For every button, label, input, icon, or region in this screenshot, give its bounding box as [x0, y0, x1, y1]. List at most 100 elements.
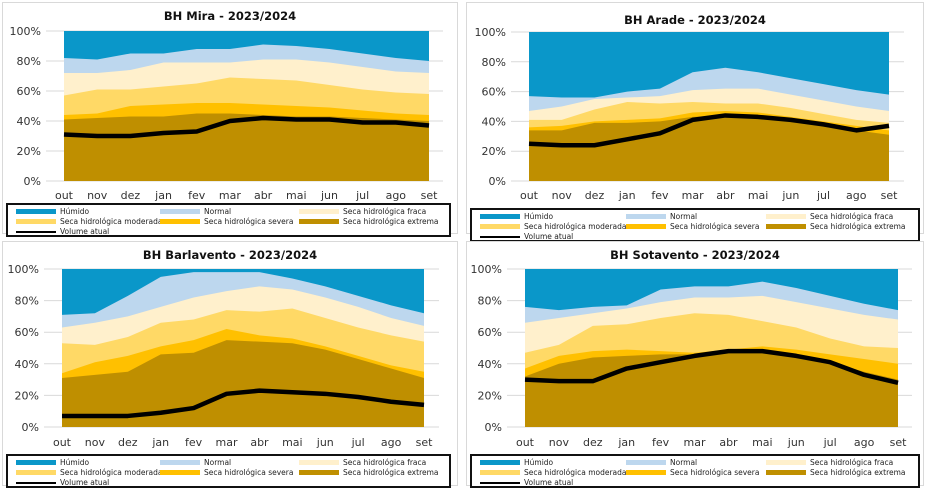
x-tick-label: set: [890, 436, 907, 449]
x-tick-label: fev: [651, 189, 669, 202]
legend-swatch: [480, 460, 520, 465]
legend-label: Seca hidrológica severa: [670, 468, 760, 477]
legend-label: Seca hidrológica extrema: [343, 468, 439, 477]
x-tick-label: nov: [552, 189, 573, 202]
x-tick-label: set: [881, 189, 898, 202]
y-tick-label: 60%: [478, 326, 502, 339]
legend-item-severa: Seca hidrológica severa: [626, 468, 759, 477]
legend-item-extrema: Seca hidrológica extrema: [299, 217, 439, 226]
legend-swatch: [766, 214, 806, 219]
x-tick-label: jan: [154, 189, 172, 202]
x-tick-label: set: [421, 189, 438, 202]
x-tick-label: jul: [351, 436, 365, 449]
y-tick-label: 80%: [17, 55, 41, 68]
legend-swatch: [299, 209, 339, 214]
legend-item-normal: Normal: [160, 458, 231, 467]
y-tick-label: 0%: [24, 175, 41, 188]
y-tick-label: 20%: [478, 389, 502, 402]
legend-label: Volume atual: [60, 227, 110, 236]
chart-panel-mira: BH Mira - 2023/2024 0% 20% 40% 60% 80% 100% ou…: [2, 2, 458, 237]
legend-swatch: [480, 214, 520, 219]
legend-swatch: [16, 230, 56, 233]
x-tick-label: out: [53, 436, 72, 449]
volume-line: [524, 348, 899, 385]
area-chart-mira: 0% 20% 40% 60% 80% 100% out nov dez jan fev mar abr m…: [10, 25, 443, 202]
x-tick-label: mai: [286, 189, 307, 202]
legend-swatch: [766, 470, 806, 475]
x-tick-label: dez: [118, 436, 138, 449]
x-tick-label: mar: [219, 189, 241, 202]
legend-item-humido: Húmido: [16, 458, 89, 467]
legend-swatch: [160, 209, 200, 214]
x-tick-label: mai: [282, 436, 303, 449]
legend-label: Seca hidrológica moderada: [524, 468, 627, 477]
x-tick-label: set: [416, 436, 433, 449]
x-tick-label: nov: [85, 436, 106, 449]
legend-item-fraca: Seca hidrológica fraca: [766, 212, 893, 221]
x-tick-label: abr: [719, 436, 738, 449]
x-tick-label: fev: [185, 436, 203, 449]
legend-label: Seca hidrológica moderada: [60, 468, 163, 477]
legend-item-humido: Húmido: [16, 207, 89, 216]
x-tick-label: jan: [151, 436, 169, 449]
legend-label: Volume atual: [524, 478, 574, 487]
chart-panel-arade: BH Arade - 2023/2024 0% 20% 40% 60% 80% 100% o…: [466, 2, 924, 242]
legend-item-moderada: Seca hidrológica moderada: [16, 217, 163, 226]
legend-swatch: [160, 460, 200, 465]
x-tick-label: nov: [549, 436, 570, 449]
y-tick-label: 0%: [485, 421, 502, 434]
legend-label: Húmido: [60, 458, 90, 467]
legend-item-moderada: Seca hidrológica moderada: [480, 222, 627, 231]
legend-item-extrema: Seca hidrológica extrema: [299, 468, 439, 477]
legend-item-normal: Normal: [626, 212, 697, 221]
legend-label: Seca hidrológica severa: [204, 468, 294, 477]
legend-label: Normal: [670, 458, 698, 467]
y-tick-label: 100%: [8, 263, 39, 276]
legend-label: Seca hidrológica extrema: [810, 222, 906, 231]
legend-label: Normal: [204, 207, 232, 216]
x-tick-label: nov: [87, 189, 108, 202]
legend-item-volume: Volume atual: [16, 227, 109, 236]
area-extrema: [529, 115, 889, 181]
x-tick-label: jul: [823, 436, 837, 449]
legend-label: Normal: [670, 212, 698, 221]
legend-swatch: [480, 470, 520, 475]
legend-swatch: [299, 470, 339, 475]
x-tick-label: jan: [617, 436, 635, 449]
legend-label: Seca hidrológica moderada: [60, 217, 163, 226]
legend-label: Volume atual: [524, 232, 574, 241]
chart-panel-sotavento: BH Sotavento - 2023/2024 0% 20% 40% 60% 80% 1…: [466, 241, 924, 488]
legend-label: Seca hidrológica severa: [670, 222, 760, 231]
legend-swatch: [480, 235, 520, 238]
legend-item-severa: Seca hidrológica severa: [160, 468, 293, 477]
chart-title: BH Barlavento - 2023/2024: [142, 248, 318, 262]
area-chart-arade: 0% 20% 40% 60% 80% 100% out nov dez jan fev mar abr m…: [475, 26, 904, 202]
volume-line: [528, 113, 890, 148]
legend-item-fraca: Seca hidrológica fraca: [299, 458, 426, 467]
legend-swatch: [626, 470, 666, 475]
legend-label: Seca hidrológica fraca: [343, 458, 427, 467]
chart-legend: Húmido Normal Seca hidrológica fraca Seca h…: [470, 208, 920, 242]
y-tick-label: 80%: [478, 295, 502, 308]
legend-item-severa: Seca hidrológica severa: [160, 217, 293, 226]
y-tick-label: 20%: [482, 145, 506, 158]
chart-title: BH Arade - 2023/2024: [624, 13, 766, 27]
area-extrema: [62, 340, 424, 427]
legend-label: Húmido: [60, 207, 90, 216]
legend-swatch: [626, 460, 666, 465]
legend-swatch: [160, 219, 200, 224]
x-tick-label: ago: [386, 189, 407, 202]
legend-swatch: [626, 214, 666, 219]
legend-label: Seca hidrológica fraca: [810, 212, 894, 221]
legend-label: Húmido: [524, 212, 554, 221]
legend-item-humido: Húmido: [480, 212, 553, 221]
legend-label: Seca hidrológica extrema: [810, 468, 906, 477]
y-tick-label: 40%: [478, 358, 502, 371]
y-tick-label: 60%: [17, 85, 41, 98]
x-tick-label: abr: [250, 436, 269, 449]
legend-item-moderada: Seca hidrológica moderada: [480, 468, 627, 477]
legend-item-volume: Volume atual: [480, 232, 573, 241]
x-tick-label: out: [520, 189, 539, 202]
legend-label: Húmido: [524, 458, 554, 467]
legend-item-extrema: Seca hidrológica extrema: [766, 222, 906, 231]
